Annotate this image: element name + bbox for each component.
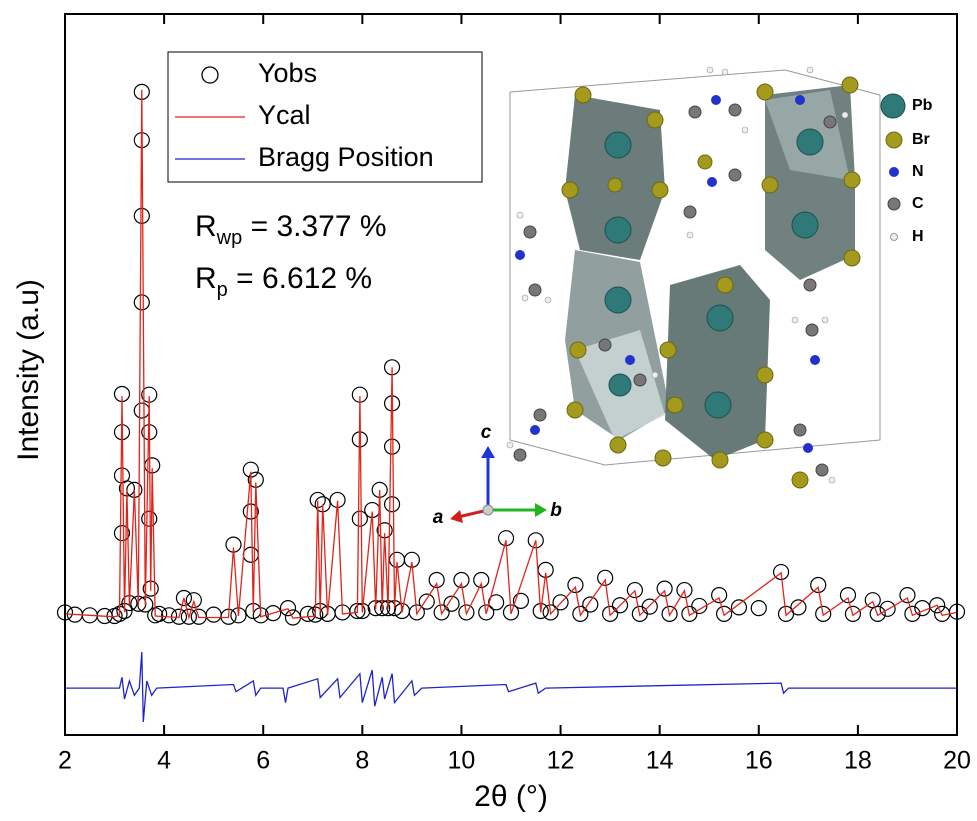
data-point [114, 468, 129, 483]
atom-legend-label: N [912, 163, 924, 180]
x-tick-label: 10 [448, 747, 476, 775]
x-axis-label: 2θ (°) [474, 780, 548, 813]
data-point [352, 511, 367, 526]
annotation-sub: p [217, 279, 228, 301]
series-line [65, 652, 957, 722]
chart: 2 4 6 8 10 12 14 16 18 20 2θ (°) Intensity (a.u) Yob… [0, 0, 977, 816]
x-tick-label: 8 [355, 747, 369, 775]
crystal-axis-label: c [481, 422, 492, 443]
annotation: Rwp = 3.377 % [195, 210, 387, 249]
atom-legend-label: H [912, 228, 924, 245]
x-tick-label: 6 [256, 747, 270, 775]
annotation-main: R [195, 210, 217, 243]
x-tick-label: 2 [58, 747, 72, 775]
data-point [134, 403, 149, 418]
x-tick-label: 20 [943, 747, 971, 775]
x-tick-label: 4 [157, 747, 171, 775]
legend-label: Ycal [258, 100, 311, 130]
data-point [642, 599, 657, 614]
crystal-axis-label: b [550, 500, 562, 521]
annotation-rest: = 6.612 % [228, 262, 372, 295]
data-point [134, 208, 149, 223]
data-point [142, 511, 157, 526]
annotation-sub: wp [216, 227, 243, 249]
atom-legend-label: Pb [912, 97, 933, 114]
data-point [791, 600, 806, 615]
crystal-axis-label: a [433, 507, 444, 528]
data-point [243, 547, 258, 562]
data-point [385, 497, 400, 512]
annotation-rest: = 3.377 % [242, 210, 386, 243]
x-tick-label: 12 [547, 747, 575, 775]
data-point [134, 295, 149, 310]
crystal-structure [450, 67, 905, 523]
atom-legend-label: C [912, 195, 924, 212]
annotation: Rp = 6.612 % [195, 262, 372, 301]
atom-legend-label: Br [912, 131, 930, 148]
atom-legend-markers [881, 94, 905, 241]
data-point [751, 601, 766, 616]
data-point [162, 608, 177, 623]
annotation-main: R [195, 262, 217, 295]
x-tick-label: 16 [745, 747, 773, 775]
x-tick-label: 14 [646, 747, 674, 775]
data-point [840, 588, 855, 603]
x-tick-label: 18 [844, 747, 872, 775]
y-axis-label: Intensity (a.u) [12, 279, 45, 461]
data-point [385, 439, 400, 454]
data-point [281, 601, 296, 616]
legend-label: Yobs [258, 58, 317, 88]
legend-label: Bragg Position [258, 142, 434, 172]
data-point [206, 607, 221, 622]
